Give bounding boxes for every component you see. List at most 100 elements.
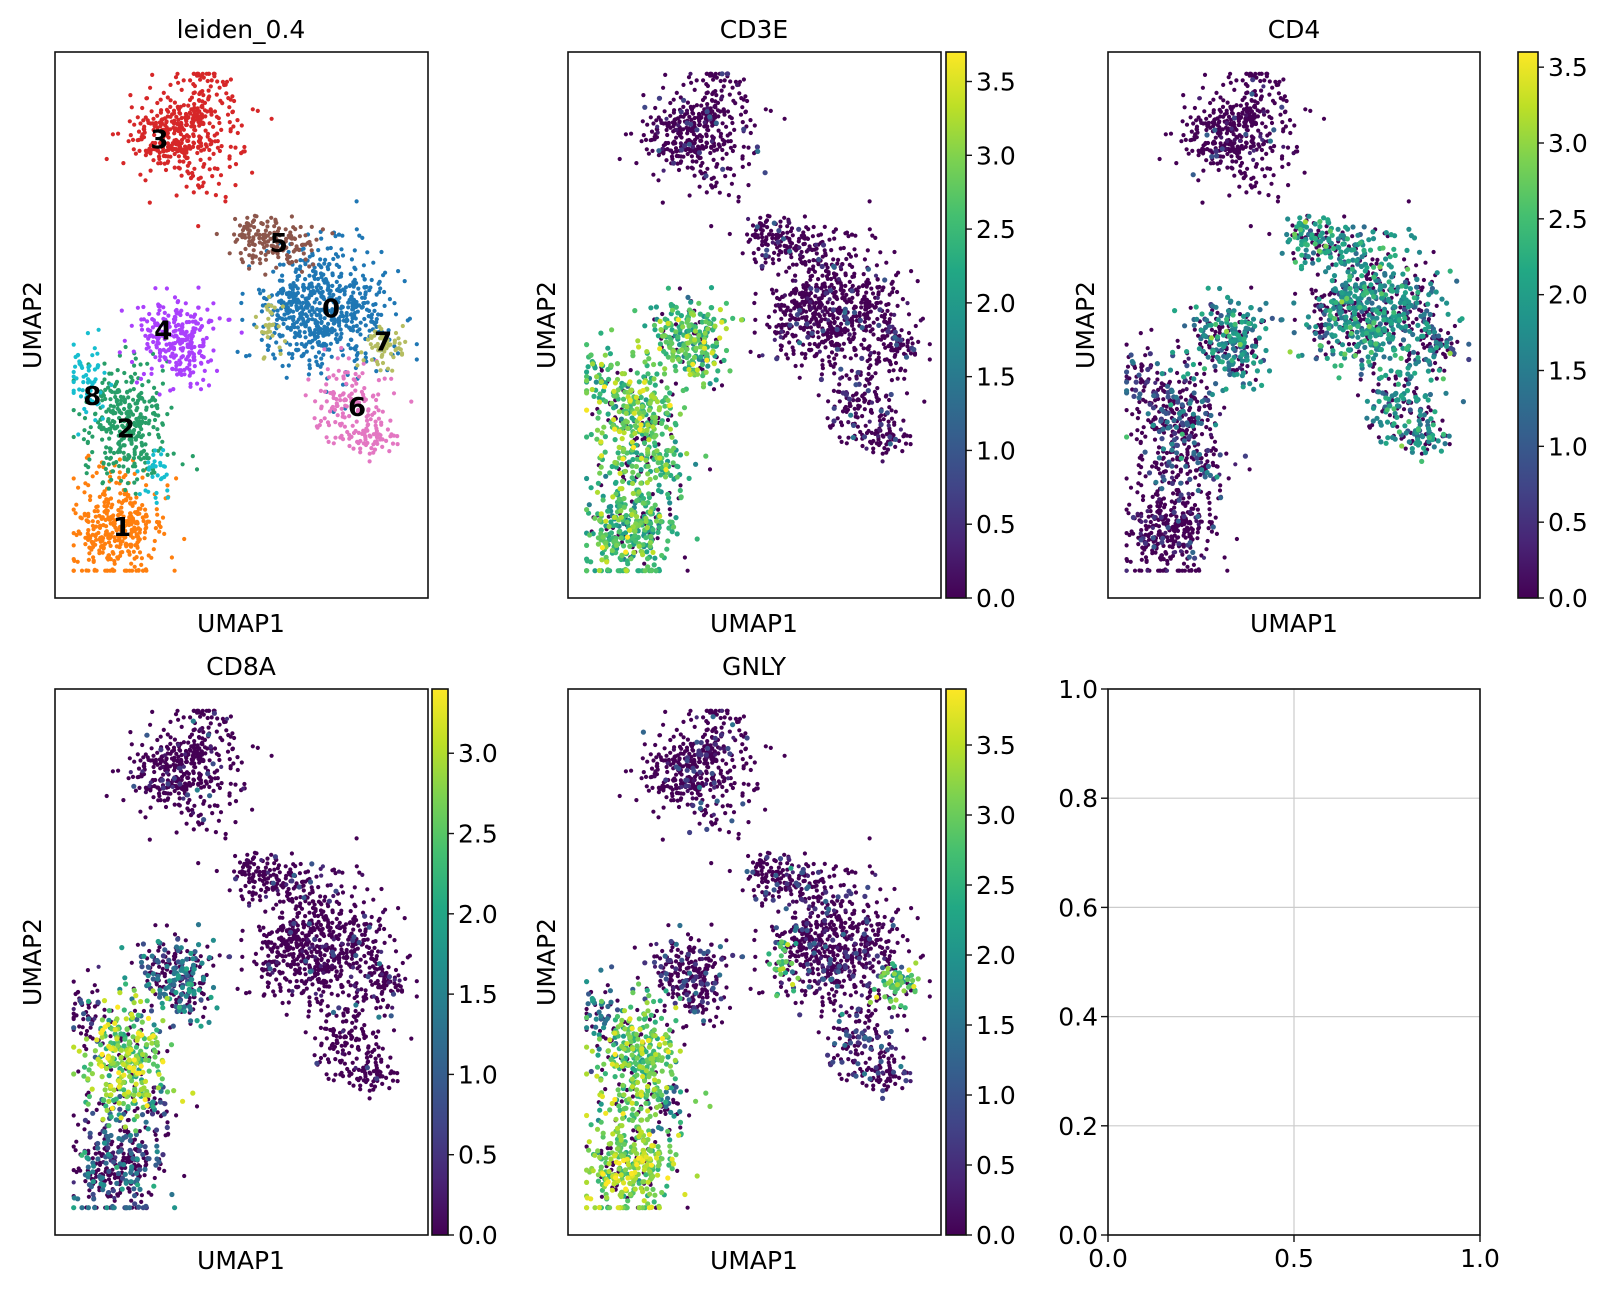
data-point xyxy=(184,156,189,161)
data-point xyxy=(874,358,879,363)
data-point xyxy=(335,254,340,259)
data-point xyxy=(267,322,272,327)
data-point xyxy=(340,382,346,387)
data-point xyxy=(671,160,677,166)
data-point xyxy=(665,124,670,129)
data-point xyxy=(146,460,151,465)
data-point xyxy=(197,350,202,355)
data-point xyxy=(256,287,262,292)
data-point xyxy=(282,312,287,317)
data-point xyxy=(740,251,745,256)
data-point xyxy=(876,290,881,295)
data-point xyxy=(699,134,705,139)
data-point xyxy=(661,85,666,90)
data-point xyxy=(295,325,300,330)
data-point xyxy=(863,298,869,303)
data-point xyxy=(655,536,660,541)
data-point xyxy=(121,425,126,430)
data-point xyxy=(740,120,745,125)
data-point xyxy=(871,332,876,337)
data-point xyxy=(243,246,248,252)
data-point xyxy=(865,266,872,272)
data-point xyxy=(119,505,124,510)
data-point xyxy=(632,423,638,429)
data-point xyxy=(323,328,328,333)
data-point xyxy=(362,300,367,306)
panel-title: CD3E xyxy=(720,15,788,44)
data-point xyxy=(134,495,139,500)
data-point xyxy=(342,292,347,297)
data-point xyxy=(743,110,748,115)
data-point xyxy=(104,445,109,450)
data-point xyxy=(99,516,104,522)
data-point xyxy=(104,529,109,534)
data-point xyxy=(685,151,690,157)
data-point xyxy=(262,295,267,301)
data-point xyxy=(262,245,267,250)
data-point xyxy=(864,446,869,451)
data-point xyxy=(316,325,321,330)
data-point xyxy=(354,227,359,232)
data-point xyxy=(132,556,137,561)
data-point xyxy=(715,108,721,113)
data-point xyxy=(233,183,238,188)
data-point xyxy=(380,409,385,414)
data-point xyxy=(373,439,378,444)
data-point xyxy=(819,372,825,377)
data-point xyxy=(244,354,249,359)
data-point xyxy=(810,234,816,239)
data-point xyxy=(612,437,618,443)
data-point xyxy=(132,363,137,368)
data-point xyxy=(318,388,323,393)
data-point xyxy=(595,415,601,421)
data-point xyxy=(864,430,870,436)
data-point xyxy=(154,507,159,512)
data-point xyxy=(652,327,658,333)
data-point xyxy=(645,471,651,477)
data-point xyxy=(323,257,328,262)
data-point xyxy=(96,530,101,536)
data-point xyxy=(662,474,669,480)
data-point xyxy=(853,353,859,358)
data-point xyxy=(192,344,197,350)
data-point xyxy=(109,534,114,539)
data-point xyxy=(874,392,879,397)
data-point xyxy=(326,321,331,326)
data-point xyxy=(301,246,306,251)
data-point xyxy=(282,339,288,344)
data-point xyxy=(174,114,179,119)
data-point xyxy=(204,335,209,341)
data-point xyxy=(836,310,841,315)
data-point xyxy=(789,255,794,260)
data-point xyxy=(328,295,333,300)
data-point xyxy=(811,224,816,230)
data-point xyxy=(90,523,95,528)
data-point xyxy=(878,408,884,414)
data-point xyxy=(82,513,87,518)
data-point xyxy=(724,124,729,129)
data-point xyxy=(750,223,756,228)
data-point xyxy=(704,190,709,195)
data-point xyxy=(386,328,391,333)
data-point xyxy=(274,265,279,270)
data-point xyxy=(844,441,849,446)
data-point xyxy=(269,215,274,220)
data-point xyxy=(675,334,681,340)
data-point xyxy=(126,467,131,472)
data-point xyxy=(316,262,321,267)
data-point xyxy=(357,291,363,296)
data-point xyxy=(760,235,765,240)
data-point xyxy=(197,134,202,139)
data-point xyxy=(242,233,247,238)
data-point xyxy=(136,129,142,134)
data-point xyxy=(139,323,144,328)
data-point xyxy=(885,328,891,335)
data-point xyxy=(190,170,195,176)
data-point xyxy=(704,132,709,137)
data-point xyxy=(682,555,688,560)
data-point xyxy=(689,105,694,111)
data-point xyxy=(339,331,344,336)
data-point xyxy=(143,115,148,120)
data-point xyxy=(665,285,672,291)
data-point xyxy=(309,282,314,287)
